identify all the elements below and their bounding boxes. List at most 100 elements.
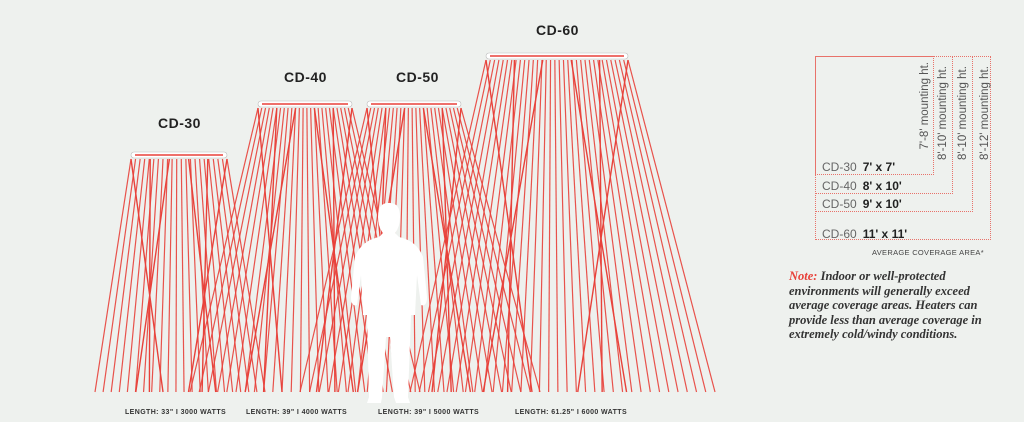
heat-ray: [207, 107, 267, 393]
heat-ray-cross: [201, 158, 209, 393]
coverage-model: CD-30: [822, 160, 857, 174]
heat-ray-cross: [130, 158, 164, 393]
heat-ray: [610, 59, 679, 393]
length-label-cd50: LENGTH: 39" I 5000 WATTS: [378, 409, 480, 416]
heat-ray-cross: [577, 59, 629, 393]
heat-ray: [290, 107, 300, 393]
heat-ray-cross: [187, 158, 217, 393]
heat-ray: [460, 107, 541, 393]
heat-ray: [226, 107, 274, 393]
heat-ray: [313, 107, 329, 393]
coverage-row-cd30: CD-30 7' x 7': [822, 160, 895, 174]
coverage-model: CD-50: [822, 197, 857, 211]
heat-ray-cross: [598, 59, 603, 393]
heat-ray-cross: [485, 59, 533, 393]
heat-ray: [511, 59, 534, 393]
heat-ray: [299, 107, 304, 393]
heat-ray: [520, 59, 539, 393]
heat-ray: [554, 59, 559, 393]
heat-ray: [110, 158, 141, 393]
heat-ray: [588, 59, 633, 393]
heat-ray: [126, 158, 150, 393]
coverage-model: CD-60: [822, 227, 857, 241]
coverage-row-cd50: CD-50 9' x 10': [822, 197, 902, 211]
coverage-caption: AVERAGE COVERAGE AREA*: [872, 248, 984, 257]
heat-ray-cross: [482, 59, 544, 393]
mounting-height-cd60: 8'-12' mounting ht.: [979, 66, 991, 160]
heat-ray: [118, 158, 146, 393]
heat-ray: [618, 59, 698, 393]
heat-ray: [217, 107, 270, 393]
heat-ray: [318, 107, 376, 393]
person-silhouette: [351, 203, 427, 403]
model-label-cd30: CD-30: [158, 115, 201, 131]
note-text: Note: Indoor or well-protected environme…: [789, 269, 994, 342]
coverage-area: 9' x 10': [862, 197, 902, 211]
coverage-area: 7' x 7': [862, 160, 896, 174]
heat-ray: [309, 107, 372, 393]
length-label-cd30: LENGTH: 33" I 3000 WATTS: [125, 409, 227, 416]
heat-ray: [501, 59, 530, 393]
heat-ray: [189, 158, 201, 393]
heat-ray: [538, 59, 547, 393]
heat-ray: [189, 107, 259, 393]
heat-ray: [212, 158, 242, 393]
model-label-cd40: CD-40: [284, 69, 327, 85]
heat-ray: [217, 158, 250, 393]
heat-ray: [437, 107, 483, 393]
heat-ray: [464, 59, 513, 393]
heat-ray: [584, 59, 624, 393]
heat-ray: [422, 107, 445, 393]
heat-ray: [623, 59, 707, 393]
heat-ray: [180, 158, 185, 393]
heat-ray-cross: [148, 158, 151, 393]
heat-ray: [102, 158, 137, 393]
coverage-row-cd60: CD-60 11' x 11': [822, 227, 907, 241]
coverage-area: 11' x 11': [862, 227, 908, 241]
heat-ray: [441, 107, 493, 393]
heat-ray: [94, 158, 132, 393]
heat-ray: [449, 107, 512, 393]
heat-ray: [562, 59, 577, 393]
heat-ray: [483, 59, 522, 393]
heat-ray: [437, 59, 500, 393]
heat-ray-cross: [315, 107, 353, 393]
heat-ray: [592, 59, 642, 393]
mounting-height-cd40: 8'-10' mounting ht.: [937, 66, 949, 160]
heat-ray: [418, 59, 491, 393]
heat-ray: [185, 158, 193, 393]
heat-ray: [134, 158, 155, 393]
heat-ray: [597, 59, 651, 393]
heat-ray: [614, 59, 688, 393]
coverage-model: CD-40: [822, 179, 857, 193]
note-label: Note:: [789, 269, 818, 283]
model-label-cd50: CD-50: [396, 69, 439, 85]
heat-ray: [558, 59, 568, 393]
heat-ray: [167, 158, 173, 393]
heat-ray: [605, 59, 670, 393]
heat-ray: [571, 59, 596, 393]
heat-ray-cross: [187, 158, 228, 393]
heat-ray: [455, 59, 509, 393]
mounting-height-cd30: 7'-8' mounting ht.: [919, 62, 931, 150]
coverage-box-cd30: [815, 56, 934, 175]
heat-ray: [548, 59, 552, 393]
heat-ray: [281, 107, 297, 393]
heat-ray: [580, 59, 614, 393]
heat-ray: [159, 158, 169, 393]
heat-ray: [310, 107, 320, 393]
heat-ray: [272, 107, 293, 393]
mounting-height-cd50: 8'-10' mounting ht.: [957, 66, 969, 160]
note-body: Indoor or well-protected environments wi…: [789, 269, 982, 341]
heat-ray: [299, 107, 368, 393]
heat-ray: [328, 107, 379, 393]
coverage-area: 8' x 10': [862, 179, 902, 193]
heat-ray: [306, 107, 311, 393]
heat-ray: [198, 107, 263, 393]
heat-ray: [263, 107, 289, 393]
length-label-cd60: LENGTH: 61.25" I 6000 WATTS: [515, 409, 628, 416]
heat-ray-cross: [506, 59, 516, 393]
length-label-cd40: LENGTH: 39" I 4000 WATTS: [246, 409, 348, 416]
heat-ray-cross: [570, 59, 628, 393]
